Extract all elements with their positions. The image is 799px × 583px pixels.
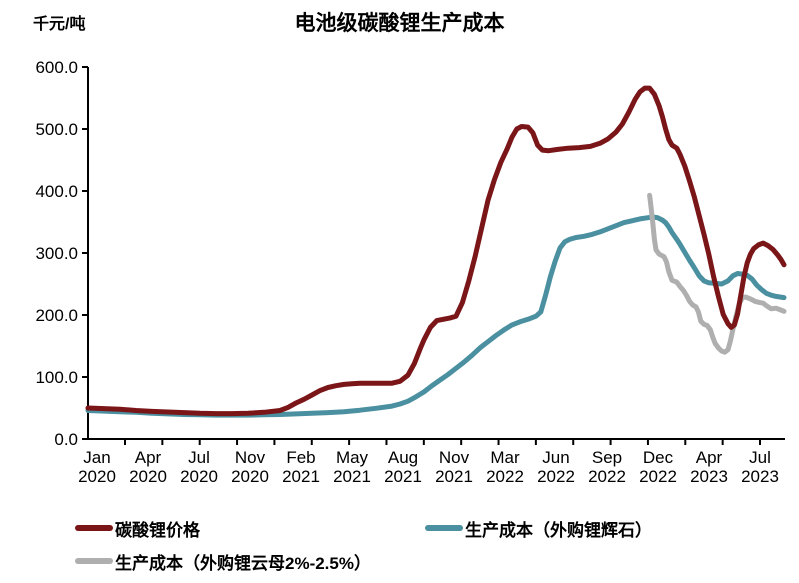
spodumene-cost-line-swatch [425,525,463,531]
x-tick-label-year: 2022 [639,467,677,486]
price-line-swatch [75,525,113,531]
x-tick-label-month: Apr [135,448,162,467]
y-tick-label: 400.0 [35,182,78,201]
x-tick-label-year: 2020 [78,467,116,486]
y-tick-label: 100.0 [35,368,78,387]
x-tick-label-year: 2021 [333,467,371,486]
y-axis-unit-label: 千元/吨 [33,16,86,33]
x-tick-label-year: 2020 [129,467,167,486]
plot-area: 0.0100.0200.0300.0400.0500.0600.0Jan2020… [35,58,787,486]
x-tick-label-year: 2023 [690,467,728,486]
x-tick-label-month: Dec [643,448,674,467]
y-tick-label: 0.0 [54,430,78,449]
x-tick-label-month: Jan [83,448,110,467]
x-tick-label-month: Feb [286,448,315,467]
x-tick-label-month: Apr [696,448,723,467]
x-tick-label-month: Nov [235,448,266,467]
x-tick-label-month: Jul [749,448,771,467]
legend-label-lepidolite-cost: 生产成本（外购锂云母2%-2.5%） [115,553,371,573]
legend-item-price: 碳酸锂价格 [75,517,425,540]
x-tick-label-month: May [336,448,369,467]
y-tick-label: 600.0 [35,58,78,77]
series-line-1 [85,214,787,418]
legend-item-lepidolite-cost: 生产成本（外购锂云母2%-2.5%） [75,550,425,573]
legend: 碳酸锂价格 生产成本（外购锂辉石） 生产成本（外购锂云母2%-2.5%） [75,517,652,573]
x-tick-label-month: Sep [592,448,622,467]
x-tick-label-year: 2020 [231,467,269,486]
legend-item-spodumene-cost: 生产成本（外购锂辉石） [425,517,652,540]
y-tick-label: 500.0 [35,120,78,139]
chart-title: 电池级碳酸锂生产成本 [294,12,505,35]
x-tick-label-year: 2021 [435,467,473,486]
y-tick-label: 200.0 [35,306,78,325]
x-tick-label-year: 2023 [741,467,779,486]
x-tick-label-year: 2020 [180,467,218,486]
x-tick-label-year: 2022 [486,467,524,486]
x-tick-label-year: 2022 [537,467,575,486]
series-line-2 [647,192,787,355]
x-tick-label-month: Jun [542,448,569,467]
x-tick-label-year: 2021 [384,467,422,486]
x-tick-label-month: Mar [490,448,520,467]
x-tick-label-year: 2022 [588,467,626,486]
x-tick-label-month: Jul [188,448,210,467]
legend-label-price: 碳酸锂价格 [115,520,200,540]
series-line-0 [85,85,787,417]
x-tick-label-month: Aug [388,448,418,467]
y-tick-label: 300.0 [35,244,78,263]
lepidolite-cost-line-swatch [75,558,113,564]
x-tick-label-year: 2021 [282,467,320,486]
x-tick-label-month: Nov [439,448,470,467]
legend-label-spodumene-cost: 生产成本（外购锂辉石） [465,520,652,540]
